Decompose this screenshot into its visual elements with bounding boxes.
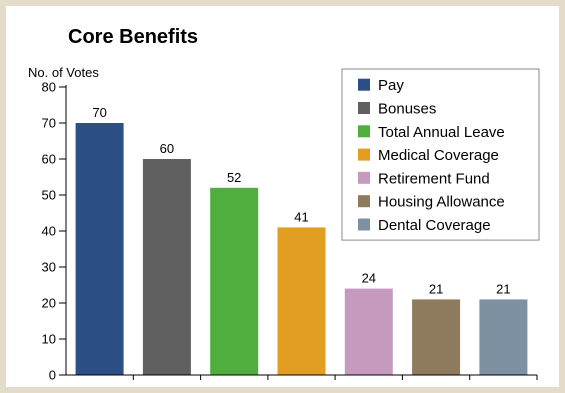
bar-1 [142,159,191,375]
y-tick-label: 20 [42,296,56,311]
value-label-3: 41 [294,209,308,224]
legend-label-6: Dental Coverage [378,217,491,234]
y-tick-label: 30 [42,260,56,275]
legend-swatch-3 [358,148,370,161]
legend-swatch-1 [358,102,370,114]
legend-swatch-5 [358,195,370,208]
bar-0 [75,123,124,375]
value-label-2: 52 [227,170,241,185]
y-tick-label: 70 [42,116,56,131]
legend-label-4: Retirement Fund [378,170,490,187]
y-tick-label: 0 [49,368,56,383]
value-label-5: 21 [429,281,443,296]
legend-swatch-6 [358,218,370,231]
value-label-6: 21 [496,281,510,296]
y-tick-label: 80 [42,80,56,95]
bar-2 [210,187,259,375]
bar-4 [344,288,393,375]
legend-label-1: Bonuses [378,101,436,118]
chart-title: Core Benefits [68,26,198,48]
value-label-0: 70 [92,105,106,120]
legend-label-5: Housing Allowance [378,194,505,211]
y-tick-label: 50 [42,188,56,203]
legend-box [341,68,540,241]
y-tick-label: 10 [42,332,56,347]
value-label-4: 24 [362,271,376,286]
legend-swatch-4 [358,171,370,184]
bar-5 [412,299,461,375]
legend-label-2: Total Annual Leave [378,124,505,141]
value-labels-group: 70 60 52 41 24 21 21 [92,105,510,296]
y-axis-title: No. of Votes [28,65,99,80]
bars-group [75,123,528,375]
value-label-1: 60 [160,141,174,156]
chart-panel: Core Benefits No. of Votes 70 60 52 41 24 21 2… [6,6,559,387]
legend-swatch-0 [358,78,370,91]
y-tick-label: 40 [42,224,56,239]
legend-swatch-2 [358,125,370,138]
x-axis [66,374,538,380]
legend-label-3: Medical Coverage [378,147,499,164]
y-tick-label: 60 [42,152,56,167]
y-axis: 0 10 20 30 40 50 60 70 80 [42,80,67,383]
legend-label-0: Pay [378,77,404,94]
bar-chart: Core Benefits No. of Votes 70 60 52 41 24 21 2… [28,26,540,383]
bar-3 [277,227,326,375]
bar-6 [479,299,528,375]
legend: Pay Bonuses Total Annual Leave Medical Cove… [341,68,540,241]
